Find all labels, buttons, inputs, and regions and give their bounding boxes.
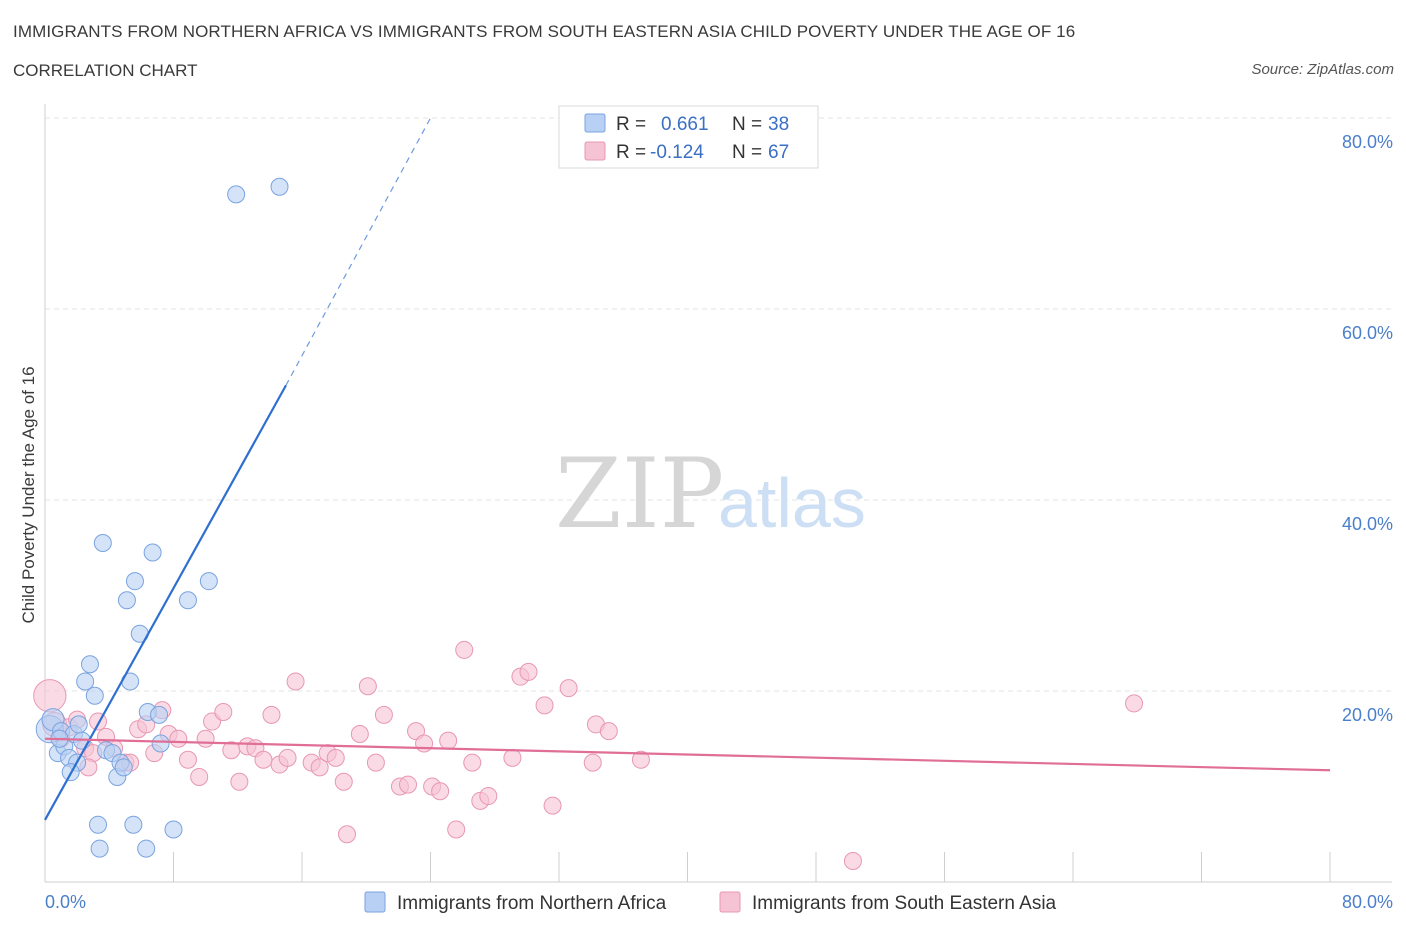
series-south-eastern-asia-points <box>33 640 1144 870</box>
legend-swatch-northern-africa <box>364 891 386 913</box>
point-northern-africa <box>199 572 218 591</box>
point-northern-africa <box>227 185 246 204</box>
point-south-eastern-asia <box>33 679 67 713</box>
stats-legend: R = 0.661 N = 38 R = -0.124 N = 67 <box>558 105 819 169</box>
y-tick-label: 40.0% <box>1342 514 1393 534</box>
point-northern-africa <box>114 758 133 777</box>
point-northern-africa <box>137 839 156 858</box>
point-south-eastern-asia <box>358 677 377 696</box>
y-axis-label: Child Poverty Under the Age of 16 <box>19 366 38 623</box>
point-south-eastern-asia <box>169 729 188 748</box>
point-south-eastern-asia <box>214 703 233 722</box>
point-northern-africa <box>151 734 170 753</box>
stats-r-label-2: R = <box>616 142 646 163</box>
point-south-eastern-asia <box>631 750 650 769</box>
x-tick-labels: 0.0% 80.0% <box>45 892 1393 912</box>
point-south-eastern-asia <box>278 748 297 767</box>
source-label: Source: ZipAtlas.com <box>1251 61 1394 78</box>
point-south-eastern-asia <box>463 753 482 772</box>
y-tick-label: 60.0% <box>1342 323 1393 343</box>
point-south-eastern-asia <box>310 758 329 777</box>
stats-r-value-2: -0.124 <box>650 142 704 163</box>
point-northern-africa <box>85 686 104 705</box>
y-tick-label: 20.0% <box>1342 705 1393 725</box>
point-northern-africa <box>150 705 169 724</box>
bottom-legend: Immigrants from Northern Africa Immigran… <box>364 891 1057 914</box>
point-northern-africa <box>93 533 112 552</box>
point-northern-africa <box>143 543 162 562</box>
point-south-eastern-asia <box>599 722 618 741</box>
point-south-eastern-asia <box>439 731 458 750</box>
point-south-eastern-asia <box>583 753 602 772</box>
point-northern-africa <box>90 839 109 858</box>
point-northern-africa <box>76 672 95 691</box>
point-south-eastern-asia <box>1125 694 1144 713</box>
point-south-eastern-asia <box>334 772 353 791</box>
chart-title: IMMIGRANTS FROM NORTHERN AFRICA VS IMMIG… <box>13 22 1076 41</box>
point-northern-africa <box>124 815 143 834</box>
grid <box>45 117 1392 692</box>
legend-label-south-eastern-asia: Immigrants from South Eastern Asia <box>752 893 1057 914</box>
point-south-eastern-asia <box>374 705 393 724</box>
point-northern-africa <box>178 591 197 610</box>
point-south-eastern-asia <box>337 825 356 844</box>
point-northern-africa <box>89 815 108 834</box>
point-south-eastern-asia <box>399 775 418 794</box>
y-tick-labels: 20.0% 40.0% 60.0% 80.0% <box>1342 132 1393 725</box>
series-northern-africa-points <box>35 177 289 858</box>
watermark-atlas: atlas <box>718 464 866 542</box>
watermark: ZIP atlas <box>555 438 866 550</box>
legend-swatch-south-eastern-asia <box>719 891 741 913</box>
point-northern-africa <box>125 572 144 591</box>
trend-line-northern-africa <box>44 384 287 821</box>
stats-r-value-1: 0.661 <box>661 114 709 135</box>
trend-line-south-eastern-asia <box>44 737 1331 772</box>
point-south-eastern-asia <box>190 767 209 786</box>
point-south-eastern-asia <box>254 750 273 769</box>
point-south-eastern-asia <box>262 705 281 724</box>
point-northern-africa <box>164 820 183 839</box>
point-south-eastern-asia <box>415 734 434 753</box>
point-northern-africa <box>270 177 289 196</box>
point-south-eastern-asia <box>479 787 498 806</box>
stats-r-label-1: R = <box>616 114 646 135</box>
trend-line-northern-africa-extension <box>285 117 432 386</box>
legend-label-northern-africa: Immigrants from Northern Africa <box>397 893 667 914</box>
stats-n-label-2: N = <box>732 142 762 163</box>
x-tick-label-min: 0.0% <box>45 892 86 912</box>
point-south-eastern-asia <box>286 672 305 691</box>
watermark-zip: ZIP <box>555 438 724 550</box>
point-south-eastern-asia <box>455 640 474 659</box>
axes <box>44 104 1392 883</box>
point-northern-africa <box>69 715 88 734</box>
point-south-eastern-asia <box>447 820 466 839</box>
point-south-eastern-asia <box>431 782 450 801</box>
point-south-eastern-asia <box>503 748 522 767</box>
point-south-eastern-asia <box>230 772 249 791</box>
point-south-eastern-asia <box>350 724 369 743</box>
point-south-eastern-asia <box>843 851 862 870</box>
point-south-eastern-asia <box>326 748 345 767</box>
stats-n-value-2: 67 <box>768 142 789 163</box>
stats-n-value-1: 38 <box>768 114 789 135</box>
point-south-eastern-asia <box>535 696 554 715</box>
point-south-eastern-asia <box>366 753 385 772</box>
trend-lines <box>44 117 1331 821</box>
y-tick-label: 80.0% <box>1342 132 1393 152</box>
point-south-eastern-asia <box>519 662 538 681</box>
point-south-eastern-asia <box>559 679 578 698</box>
point-south-eastern-asia <box>178 750 197 769</box>
point-south-eastern-asia <box>196 729 215 748</box>
stats-legend-swatch-pink <box>584 141 606 161</box>
chart-subtitle: CORRELATION CHART <box>13 61 198 80</box>
point-northern-africa <box>117 591 136 610</box>
point-south-eastern-asia <box>543 796 562 815</box>
stats-n-label-1: N = <box>732 114 762 135</box>
x-tick-label-max: 80.0% <box>1342 892 1393 912</box>
point-northern-africa <box>80 655 99 674</box>
stats-legend-swatch-blue <box>584 113 606 133</box>
